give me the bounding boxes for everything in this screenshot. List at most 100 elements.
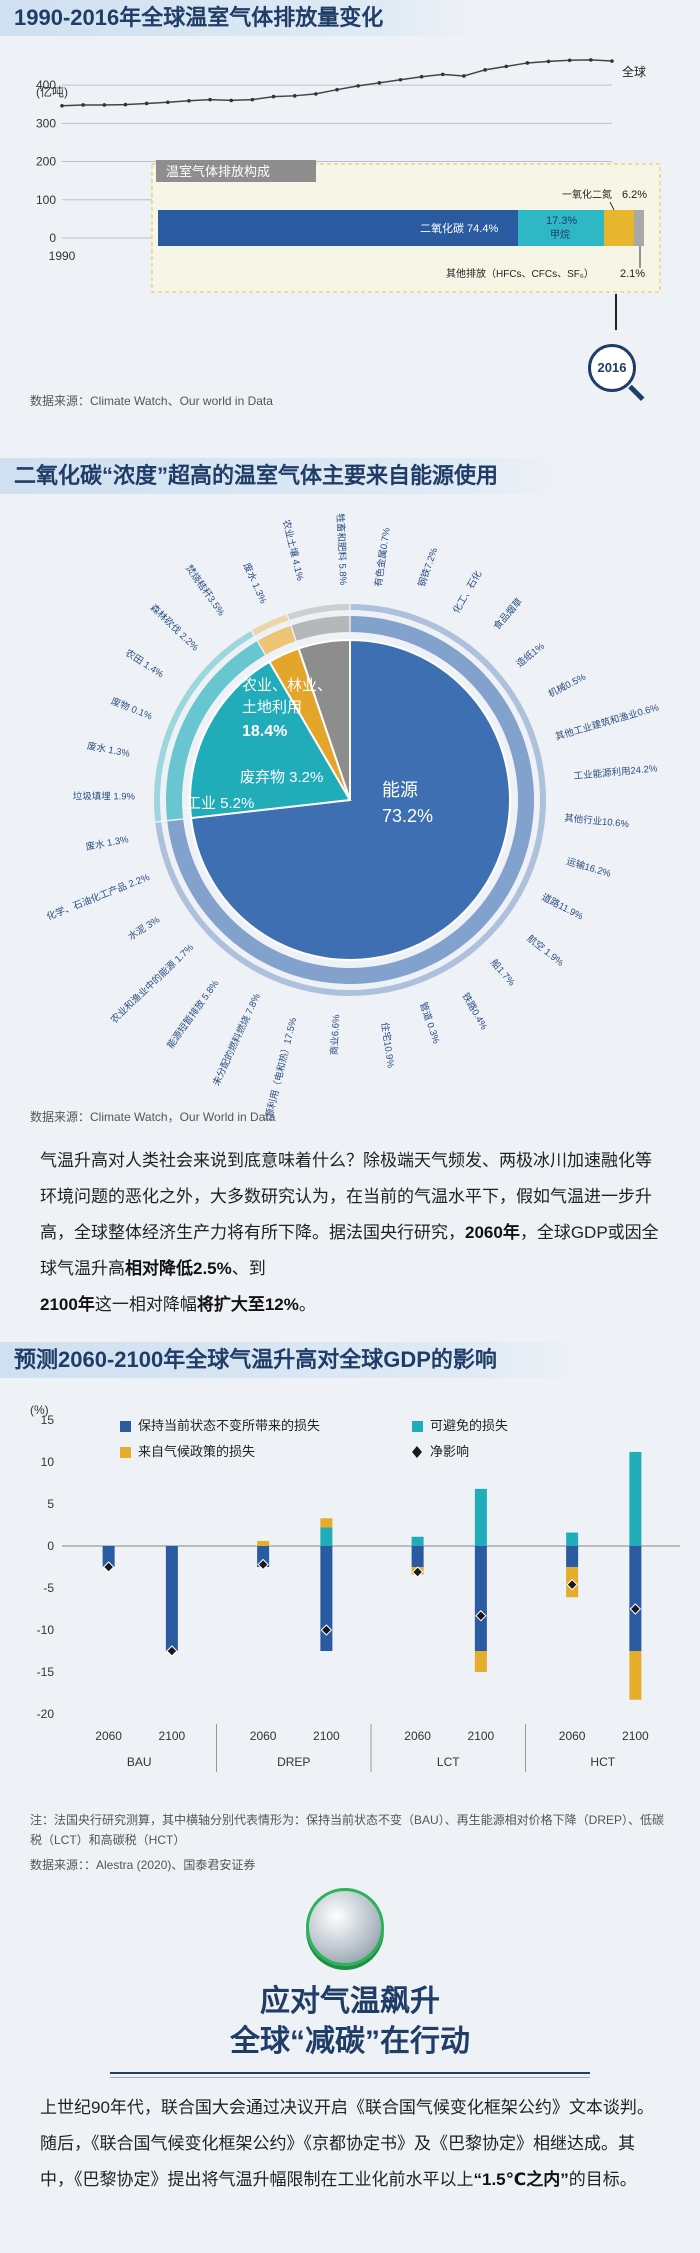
other-value: 2.1% xyxy=(620,268,645,280)
data-point xyxy=(546,59,551,64)
outer-category-label: 航空 1.9% xyxy=(525,932,567,969)
outer-category-label: 其他工业建筑和渔业0.6% xyxy=(554,701,661,743)
para-text-e: 。 xyxy=(298,1295,316,1314)
other-label: 其他排放（HFCs、CFCs、SF₆） xyxy=(446,267,594,280)
net-impact-marker xyxy=(102,1561,115,1573)
data-point xyxy=(229,98,234,103)
bar-bau-loss xyxy=(566,1546,579,1567)
outer-category-label: 其他行业10.6% xyxy=(564,812,630,830)
y-tick-label: 5 xyxy=(47,1497,54,1511)
bar-bau-loss xyxy=(474,1546,487,1651)
data-point xyxy=(165,100,170,105)
bar-policy xyxy=(257,1540,270,1546)
legend-label: 可避免的损失 xyxy=(430,1418,508,1433)
data-point xyxy=(123,102,128,107)
outer-category-label: 垃圾填埋 1.9% xyxy=(73,790,136,802)
data-point xyxy=(525,61,530,65)
bar-bau-loss xyxy=(320,1546,333,1651)
x-tick-label: 2060 xyxy=(250,1729,277,1743)
net-impact-marker xyxy=(475,1610,487,1622)
source-2: 数据来源：Climate Watch，Our World in Data xyxy=(30,1110,276,1124)
pie-slice xyxy=(297,638,351,801)
ch4-value: 17.3% xyxy=(546,215,577,227)
action-bold: “1.5℃之内” xyxy=(473,2170,569,2189)
net-impact-marker xyxy=(320,1624,333,1636)
section1-title: 1990-2016年全球温室气体排放量变化 xyxy=(0,0,470,36)
y-tick-label: 200 xyxy=(36,155,56,169)
net-impact-marker xyxy=(629,1603,642,1615)
global-emissions-line xyxy=(61,59,613,107)
data-point xyxy=(483,68,487,72)
n2o-label: 一氧化二氮 xyxy=(562,188,612,201)
net-impact-marker xyxy=(411,1566,424,1578)
outer-category-label: 工业能源利用24.2% xyxy=(573,762,658,782)
pie-outer-band xyxy=(287,604,350,620)
data-point xyxy=(250,97,255,102)
action-text-a: 上世纪90年代，联合国大会通过决议开启《联合国气候变化框架公约》文本谈判。随后，… xyxy=(40,2098,654,2189)
section2-title: 二氧化碳“浓度”超高的温室气体主要来自能源使用 xyxy=(0,458,560,494)
data-point xyxy=(314,92,318,96)
group-label: LCT xyxy=(437,1755,460,1769)
para-bold-2100: 2100年 xyxy=(40,1295,95,1314)
y-tick-label: 15 xyxy=(41,1413,55,1427)
bar-bau-loss xyxy=(411,1546,424,1567)
y-tick-label: 10 xyxy=(41,1455,55,1469)
net-impact-marker xyxy=(166,1645,178,1657)
slice-label-name: 能源 xyxy=(382,780,418,800)
co2-bar xyxy=(158,210,518,246)
data-point xyxy=(567,58,572,63)
outer-category-label: 铁路0.4% xyxy=(459,991,490,1033)
y-tick-label: 400 xyxy=(36,78,56,92)
bar-policy xyxy=(474,1651,487,1672)
y-tick-label: 100 xyxy=(36,193,56,207)
n2o-value: 6.2% xyxy=(622,189,647,201)
para-bold-12: 将扩大至12% xyxy=(196,1295,299,1314)
inset-title-bg xyxy=(156,160,316,182)
y-tick-label: 0 xyxy=(49,231,56,245)
x-tick-label: 2100 xyxy=(622,1729,649,1743)
section4-title-2: 全球“减碳”在行动 xyxy=(230,2025,470,2058)
outer-category-label: 农田 1.4% xyxy=(123,647,166,681)
outer-category-label: 能源短暂排放 5.8% xyxy=(164,977,221,1051)
x-tick-label: 2100 xyxy=(313,1729,340,1743)
bar-avoidable xyxy=(320,1527,333,1546)
outer-category-label: 废水 1.3% xyxy=(86,740,131,760)
slice-label-name: 土地利用 xyxy=(242,699,302,716)
outer-category-label: 化工、石化 xyxy=(450,568,484,616)
data-point xyxy=(292,94,297,98)
bar-bau-loss xyxy=(257,1546,270,1567)
data-point xyxy=(419,74,424,79)
ch4-bar xyxy=(518,210,604,246)
x-tick-label: 2100 xyxy=(159,1729,186,1743)
outer-category-label: 农业和渔业中的能源 1.7% xyxy=(108,941,196,1026)
data-point xyxy=(462,74,466,78)
outer-category-label: 废水 1.3% xyxy=(241,561,270,606)
bar-avoidable xyxy=(566,1532,579,1546)
group-label: HCT xyxy=(590,1755,615,1769)
x-tick-label: 1990 xyxy=(49,249,76,263)
pie-outer-ring xyxy=(257,625,296,655)
y-tick-label: -15 xyxy=(37,1665,55,1679)
para-text-d: 这一相对降幅 xyxy=(94,1295,197,1314)
legend-label: 来自气候政策的损失 xyxy=(138,1444,255,1459)
pie-outer-band xyxy=(251,614,289,636)
legend-label: 净影响 xyxy=(430,1444,469,1459)
globe-icon xyxy=(306,1888,384,1966)
magnifier-handle xyxy=(628,384,645,401)
source-1: 数据来源：Climate Watch、Our world in Data xyxy=(30,394,273,408)
x-tick-label: 2060 xyxy=(95,1729,122,1743)
data-point xyxy=(356,84,360,88)
outer-category-label: 道路11.9% xyxy=(539,891,585,923)
other-bar xyxy=(634,210,644,246)
data-point xyxy=(60,103,64,108)
net-impact-marker xyxy=(257,1558,269,1571)
para-text-b: ，全球GDP或因全球气温升高 xyxy=(40,1223,659,1278)
outer-category-label: 建筑业能源利用（电和热）17.5% xyxy=(254,1016,299,1120)
action-text-b: 的目标。 xyxy=(568,2170,637,2189)
highlight-year: 2016 xyxy=(597,360,627,375)
outer-category-label: 管道 0.3% xyxy=(417,1000,443,1045)
x-tick-label: 2100 xyxy=(468,1729,495,1743)
data-point xyxy=(102,103,107,107)
y-tick-label: -10 xyxy=(37,1623,55,1637)
outer-category-label: 运输16.2% xyxy=(565,855,613,880)
